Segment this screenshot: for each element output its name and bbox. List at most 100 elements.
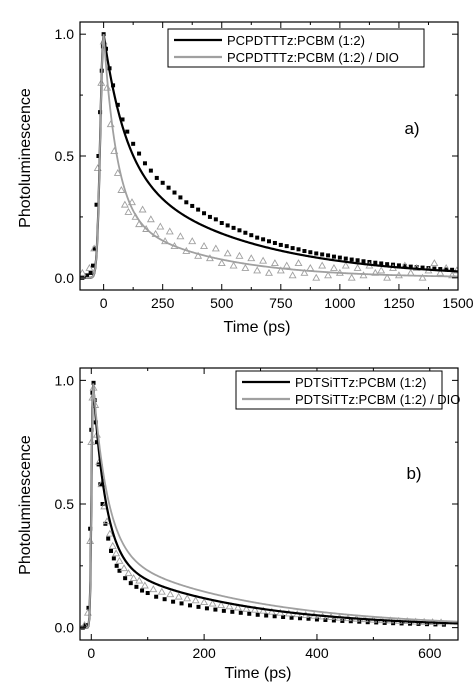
data-point (183, 594, 192, 602)
data-point (114, 563, 119, 568)
data-point (233, 603, 242, 611)
data-point (235, 251, 244, 259)
data-point (123, 576, 128, 581)
data-point (217, 259, 226, 267)
data-point (348, 619, 353, 624)
data-point (270, 259, 279, 267)
data-point (249, 233, 254, 238)
data-point (420, 265, 425, 270)
data-point (137, 151, 142, 156)
data-point (323, 617, 328, 622)
data-point (138, 205, 147, 213)
data-point (250, 605, 259, 613)
data-point (276, 266, 285, 274)
data-point (165, 227, 174, 235)
x-tick-label: 250 (151, 295, 175, 311)
panel-a-legend-label-1: PCPDTTTz:PCBM (1:2) (227, 33, 365, 48)
data-point (259, 606, 268, 614)
data-point (129, 574, 138, 582)
y-tick-label: 1.0 (55, 372, 75, 388)
data-point (284, 244, 289, 249)
data-point (188, 237, 197, 245)
panel-a-label: a) (404, 119, 419, 138)
data-point (259, 256, 268, 264)
x-tick-label: 1250 (383, 295, 414, 311)
data-point (134, 584, 139, 589)
data-point (385, 262, 390, 267)
data-point (135, 576, 144, 584)
panel-a: 0 250 500 750 1000 1250 1500 0.0 0.5 1.0 Time (ps… (17, 21, 474, 336)
panel-a-legend-box (167, 28, 425, 68)
panel-a-ticks: 0 250 500 750 1000 1250 1500 0.0 0.5 1.0 (55, 22, 474, 311)
data-point (230, 609, 235, 614)
panel-a-x-axis-label: Time (ps) (224, 319, 291, 336)
data-point (329, 263, 338, 271)
data-point (88, 270, 93, 275)
data-point (432, 266, 437, 271)
data-point (91, 380, 96, 385)
data-point (282, 261, 291, 269)
y-tick-label: 0.5 (55, 496, 75, 512)
data-point (243, 230, 248, 235)
series-1-markers (80, 32, 455, 280)
x-tick-label: 200 (192, 645, 216, 661)
data-point (194, 251, 203, 259)
data-point (86, 605, 91, 610)
data-point (112, 549, 121, 557)
data-point (231, 225, 236, 230)
data-point (85, 273, 90, 278)
data-point (298, 616, 303, 621)
x-tick-label: 750 (269, 295, 293, 311)
data-point (365, 620, 370, 625)
data-point (264, 613, 269, 618)
data-point (105, 529, 114, 537)
data-point (149, 585, 158, 593)
x-tick-label: 1000 (324, 295, 355, 311)
data-point (131, 141, 136, 146)
data-point (331, 618, 336, 623)
data-point (377, 266, 386, 274)
data-point (396, 263, 401, 268)
data-point (111, 556, 116, 561)
data-point (106, 536, 111, 541)
data-point (349, 257, 354, 262)
data-point (296, 247, 301, 252)
data-point (191, 596, 200, 604)
y-tick-label: 0.0 (55, 270, 75, 286)
data-point (373, 260, 378, 265)
data-point (361, 259, 366, 264)
data-point (261, 237, 266, 242)
data-point (96, 154, 101, 158)
data-point (294, 259, 303, 267)
data-point (128, 581, 133, 586)
data-point (318, 261, 327, 269)
data-point (200, 242, 209, 249)
data-point (213, 607, 218, 612)
data-point (255, 235, 260, 240)
data-point (188, 603, 193, 608)
data-point (109, 548, 114, 553)
data-point (402, 263, 407, 268)
data-point (120, 117, 125, 122)
y-tick-label: 0.0 (55, 620, 75, 636)
panel-b-x-axis-label: Time (ps) (225, 665, 292, 682)
data-point (430, 259, 439, 267)
data-point (272, 240, 277, 245)
panel-b-legend: PDTSiTTz:PCBM (1:2) PDTSiTTz:PCBM (1:2) … (235, 370, 460, 410)
panel-a-legend-label-2: PCPDTTTz:PCBM (1:2) / DIO (227, 50, 399, 65)
data-point (308, 250, 313, 255)
y-tick-label: 1.0 (55, 26, 75, 42)
data-point (120, 564, 128, 572)
data-point (267, 239, 271, 244)
panel-a-legend: PCPDTTTz:PCBM (1:2) PCPDTTTz:PCBM (1:2) … (167, 28, 425, 68)
data-point (324, 271, 333, 279)
data-point (379, 261, 384, 266)
data-point (154, 594, 159, 599)
data-point (272, 614, 277, 619)
data-point (148, 168, 153, 173)
panel-b-label: b) (406, 464, 421, 483)
panel-b: 0 200 400 600 0.0 0.5 1.0 Time (ps) Photolumin… (17, 367, 460, 682)
data-point (302, 249, 307, 254)
